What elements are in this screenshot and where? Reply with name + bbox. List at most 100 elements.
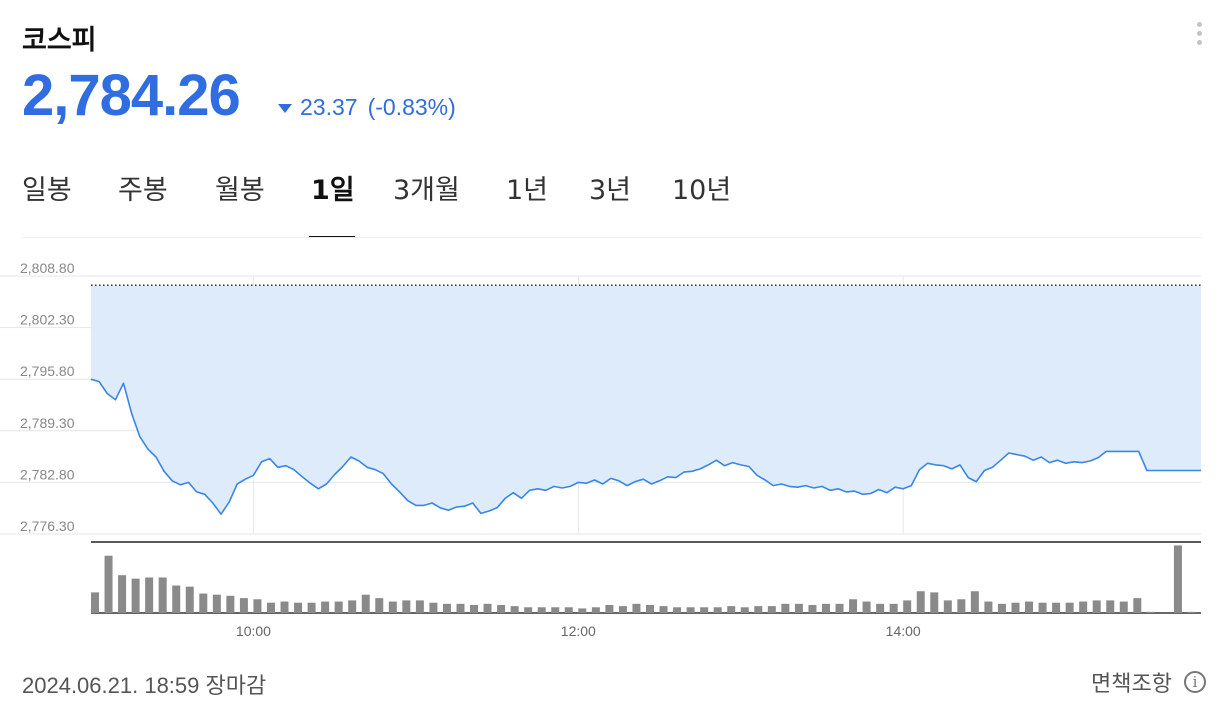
volume-bar [1187,611,1196,613]
volume-bar [754,606,763,613]
volume-bar [700,607,709,613]
y-tick-label: 2,802.30 [20,312,75,328]
tab-daily[interactable]: 일봉 [22,175,72,206]
price-line [90,378,1201,515]
x-tick-label: 14:00 [886,623,921,639]
tab-weekly[interactable]: 주봉 [118,175,168,206]
disclaimer-label: 면책조항 [1091,672,1172,697]
volume-bar [212,594,221,613]
index-title: 코스피 [22,25,97,56]
volume-bar [199,593,208,613]
volume-bar [145,577,154,613]
volume-bar [185,586,194,613]
volume-bar [618,606,627,613]
tab-1year[interactable]: 1년 [506,175,549,206]
price-area [91,285,1201,515]
change-percent: (-0.83%) [367,94,456,120]
tab-3months[interactable]: 3개월 [393,175,460,206]
intraday-chart[interactable]: 2,808.80 2,802.30 2,795.80 2,789.30 2,782.80… [0,250,1220,650]
tab-10years[interactable]: 10년 [672,175,732,206]
volume-bar [889,603,898,613]
volume-bar [781,603,790,613]
volume-bar [551,607,560,613]
volume-bar [646,604,654,613]
volume-bar [713,607,722,613]
x-tick-label: 10:00 [236,623,271,639]
index-price: 2,784.26 [22,63,241,128]
change-amount: 23.37 [300,94,358,120]
volume-bar [997,603,1006,613]
y-tick-label: 2,776.30 [20,518,75,534]
volume-bar [686,607,695,613]
volume-bar [903,600,912,613]
volume-bar [1052,602,1061,613]
volume-bar [1065,602,1074,613]
tabs-divider [22,237,1202,238]
volume-bar [104,555,113,613]
volume-bar [402,600,411,613]
volume-bar [307,602,316,613]
volume-bar [1079,601,1088,613]
volume-bar [970,591,979,613]
disclaimer-link[interactable]: 면책조항 i [1091,666,1206,698]
volume-bar [442,603,451,613]
volume-bar [957,599,966,613]
volume-bar [429,602,438,613]
volume-bar [266,602,275,613]
volume-bar [91,592,99,613]
volume-bar [673,607,682,613]
volume-bar [794,603,803,613]
volume-bar [808,604,817,613]
volume-bar [849,599,858,613]
volume-bar [1106,600,1115,613]
volume-bar [537,607,546,613]
volume-bar [916,591,925,613]
volume-bar [1133,598,1142,613]
x-tick-label: 12:00 [561,623,596,639]
volume-bar [930,592,939,613]
volume-bar [334,601,343,613]
period-tabs: 일봉 주봉 월봉 1일 3개월 1년 3년 10년 [0,168,1220,238]
volume-bar [821,603,830,613]
volume-bar [321,601,330,613]
more-options-icon[interactable] [1192,22,1206,52]
volume-bar [605,604,614,613]
volume-bar [876,603,885,613]
volume-bar [767,606,776,613]
volume-bar [118,575,127,613]
volume-bar [1119,601,1128,613]
volume-bar [1025,601,1034,613]
volume-bar [1092,600,1101,613]
volume-bar [348,600,357,613]
y-tick-label: 2,808.80 [20,260,75,276]
volume-bar [1011,602,1020,613]
volume-bar [564,607,573,613]
volume-bar [632,603,641,613]
volume-bar [659,606,668,613]
volume-bar [1146,611,1155,613]
y-tick-label: 2,789.30 [20,415,75,431]
timestamp: 2024.06.21. 18:59 장마감 [22,673,267,698]
triangle-down-icon [278,104,292,113]
volume-bar [1173,545,1182,613]
volume-bar [158,577,167,613]
volume-bar [1038,602,1047,613]
volume-bar [456,603,465,613]
y-tick-label: 2,782.80 [20,466,75,482]
tab-1day[interactable]: 1일 [311,175,355,206]
volume-bar [835,603,844,613]
volume-bar [740,607,749,613]
volume-bar [984,601,993,613]
tab-monthly[interactable]: 월봉 [215,175,265,206]
info-icon: i [1184,671,1206,693]
volume-bar [388,601,397,613]
volume-bar [226,595,235,613]
volume-bar [591,607,600,613]
volume-bar [239,598,248,613]
volume-bar [578,608,587,613]
volume-bar [131,578,140,613]
volume-bar [172,585,181,613]
volume-bar [862,601,871,613]
volume-bar [415,600,424,613]
tab-3years[interactable]: 3년 [589,175,632,206]
